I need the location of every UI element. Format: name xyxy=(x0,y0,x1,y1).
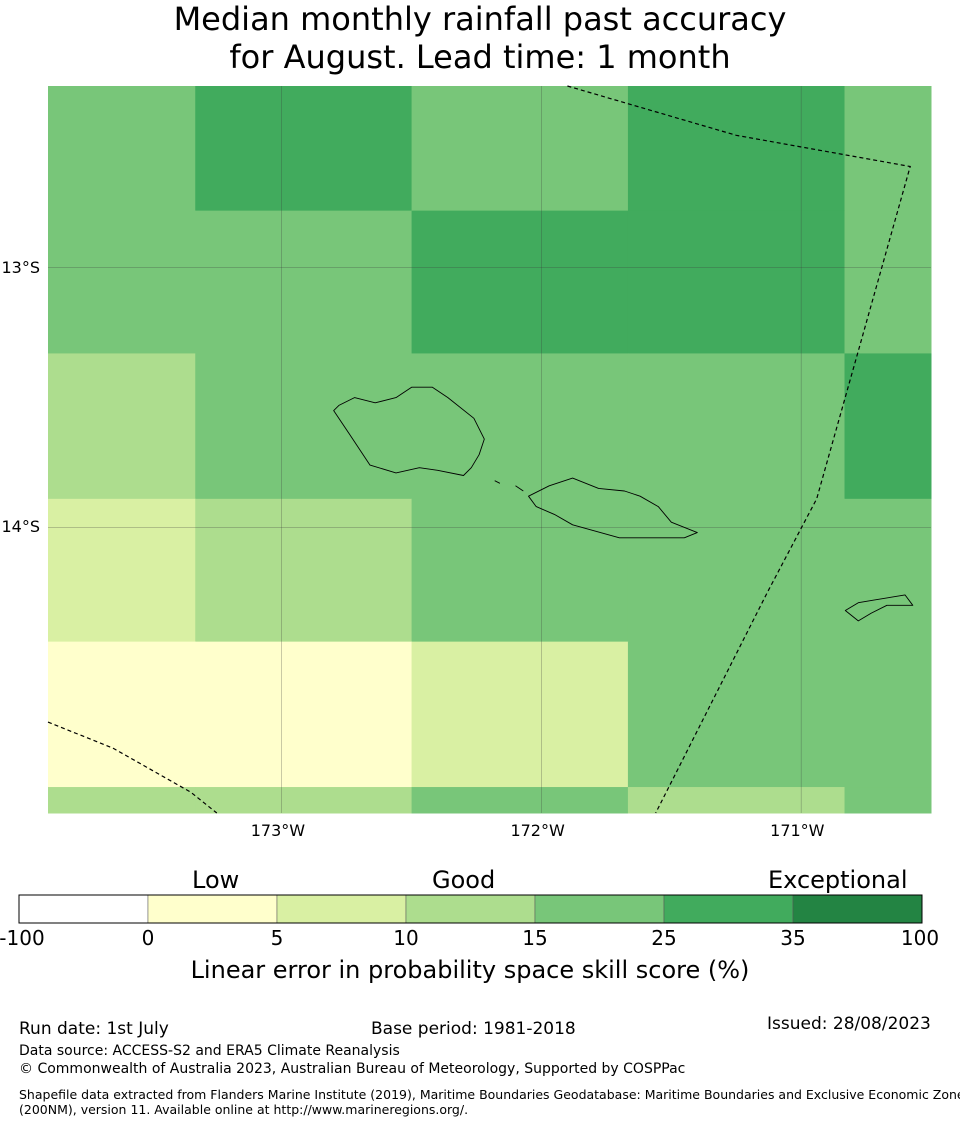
islet-apolima xyxy=(494,480,501,484)
latitude-label: 13°S xyxy=(1,257,40,277)
grid-cell xyxy=(48,353,196,500)
base-period: Base period: 1981-2018 xyxy=(371,1019,576,1039)
grid-cell xyxy=(627,210,846,354)
colorbar-swatch xyxy=(792,894,923,924)
longitude-label: 173°W xyxy=(250,821,306,840)
island-savaii xyxy=(333,386,485,476)
colorbar xyxy=(18,894,923,924)
grid-cell xyxy=(195,86,413,212)
grid-cell xyxy=(844,787,932,814)
grid-cell xyxy=(844,86,932,212)
colorbar-tick-label: -100 xyxy=(0,926,45,950)
longitude-label: 172°W xyxy=(510,821,565,840)
grid-cell xyxy=(48,86,196,212)
island-tutuila xyxy=(844,594,914,622)
map-title: Median monthly rainfall past accuracy fo… xyxy=(0,0,960,76)
grid-cell xyxy=(627,498,846,643)
grid-cell xyxy=(48,210,196,354)
colorbar-swatch xyxy=(663,894,794,924)
coastlines xyxy=(333,386,914,622)
legend-exceptional: Exceptional xyxy=(768,866,908,894)
grid-cell xyxy=(195,498,413,643)
colorbar-label: Linear error in probability space skill … xyxy=(190,956,750,984)
grid-cell xyxy=(411,787,629,814)
colorbar-tick-label: 0 xyxy=(141,926,155,950)
colorbar-swatch xyxy=(147,894,278,924)
colorbar-tick-label: 10 xyxy=(393,926,419,950)
grid-cell xyxy=(627,86,846,212)
grid-cell xyxy=(411,86,629,212)
grid-cell xyxy=(411,353,629,500)
islet-manono xyxy=(515,485,524,492)
colorbar-tick-label: 100 xyxy=(900,926,940,950)
grid-cell xyxy=(844,353,932,500)
legend-good: Good xyxy=(432,866,496,894)
colorbar-frame xyxy=(18,894,923,924)
title-line-2: for August. Lead time: 1 month xyxy=(229,38,731,76)
run-date: Run date: 1st July xyxy=(19,1019,169,1039)
grid-cell xyxy=(844,641,932,788)
colorbar-tick-label: 25 xyxy=(651,926,677,950)
grid-cell xyxy=(195,641,413,788)
grid-cell xyxy=(844,210,932,354)
colorbar-tick-label: 5 xyxy=(270,926,284,950)
grid-cell xyxy=(195,210,413,354)
shapefile-credit-line-2: (200NM), version 11. Available online at… xyxy=(19,1102,469,1117)
grid-cell xyxy=(195,787,413,814)
grid-cell xyxy=(48,787,196,814)
grid-cell xyxy=(627,641,846,788)
grid-cell xyxy=(195,353,413,500)
colorbar-tick-label: 15 xyxy=(522,926,548,950)
eez-boundaries xyxy=(47,85,911,814)
grid-cell xyxy=(48,498,196,643)
graticule-lines xyxy=(48,86,931,813)
grid-cell xyxy=(411,498,629,643)
grid-cell xyxy=(48,641,196,788)
longitude-label: 171°W xyxy=(770,821,825,840)
colorbar-swatch xyxy=(276,894,407,924)
shapefile-credit-line-1: Shapefile data extracted from Flanders M… xyxy=(19,1087,960,1102)
issued-date: Issued: 28/08/2023 xyxy=(767,1014,931,1034)
grid-cell xyxy=(844,498,932,643)
eez-boundary-southwest xyxy=(47,721,218,814)
island-upolu xyxy=(528,477,698,539)
eez-boundary-east xyxy=(567,85,911,814)
copyright: © Commonwealth of Australia 2023, Austra… xyxy=(19,1061,686,1077)
grid-cell xyxy=(627,787,846,814)
colorbar-swatch xyxy=(405,894,536,924)
colorbar-tick-label: 35 xyxy=(780,926,806,950)
grid-cell xyxy=(411,641,629,788)
title-line-1: Median monthly rainfall past accuracy xyxy=(173,0,787,38)
data-source: Data source: ACCESS-S2 and ERA5 Climate … xyxy=(19,1043,400,1059)
colorbar-swatch xyxy=(18,894,149,924)
grid-cell xyxy=(411,210,629,354)
latitude-label: 14°S xyxy=(1,517,40,537)
colorbar-swatch xyxy=(534,894,665,924)
legend-low: Low xyxy=(192,866,240,894)
grid-cell xyxy=(627,353,846,500)
skill-grid xyxy=(48,86,932,814)
